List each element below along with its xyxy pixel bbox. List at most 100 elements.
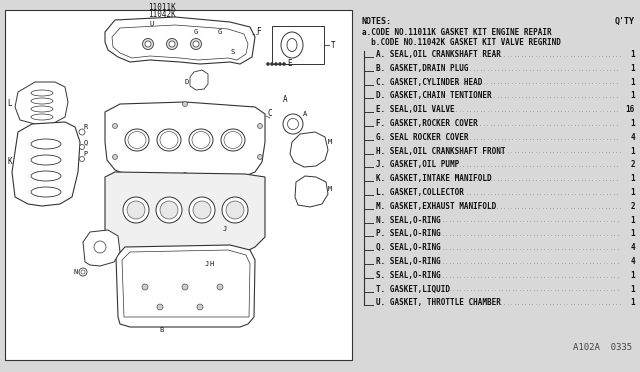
Text: E: E <box>288 60 292 68</box>
Ellipse shape <box>271 62 273 65</box>
Ellipse shape <box>145 41 151 47</box>
Ellipse shape <box>257 124 262 128</box>
Ellipse shape <box>192 131 210 148</box>
Text: F: F <box>256 28 260 36</box>
Text: A. SEAL,OIL CRANKSHAFT REAR: A. SEAL,OIL CRANKSHAFT REAR <box>376 50 501 59</box>
Text: U. GASKET, THROTTLE CHAMBER: U. GASKET, THROTTLE CHAMBER <box>376 298 501 307</box>
Text: 16: 16 <box>626 105 635 114</box>
Text: M: M <box>328 186 332 192</box>
Ellipse shape <box>157 129 181 151</box>
Text: 4: 4 <box>630 243 635 252</box>
Text: H: H <box>210 261 214 267</box>
Text: a.CODE NO.11011K GASKET KIT ENGINE REPAIR: a.CODE NO.11011K GASKET KIT ENGINE REPAI… <box>362 28 552 37</box>
Text: P. SEAL,O-RING: P. SEAL,O-RING <box>376 230 441 238</box>
Polygon shape <box>83 230 120 266</box>
Polygon shape <box>190 70 208 90</box>
Ellipse shape <box>257 154 262 160</box>
Polygon shape <box>112 25 248 60</box>
Ellipse shape <box>287 119 298 129</box>
Text: 1: 1 <box>630 174 635 183</box>
Text: R. SEAL,O-RING: R. SEAL,O-RING <box>376 257 441 266</box>
Text: 1: 1 <box>630 147 635 155</box>
Bar <box>5 10 352 360</box>
Text: G: G <box>194 29 198 35</box>
Text: H. SEAL,OIL CRANKSHAFT FRONT: H. SEAL,OIL CRANKSHAFT FRONT <box>376 147 506 155</box>
Ellipse shape <box>31 171 61 181</box>
Text: P: P <box>84 151 88 157</box>
Text: C: C <box>268 109 272 119</box>
Text: C. GASKET,CYLINDER HEAD: C. GASKET,CYLINDER HEAD <box>376 78 483 87</box>
Ellipse shape <box>79 157 84 161</box>
Ellipse shape <box>217 284 223 290</box>
Text: 1: 1 <box>630 188 635 197</box>
Ellipse shape <box>157 314 166 324</box>
Ellipse shape <box>197 304 203 310</box>
Text: A: A <box>283 96 287 105</box>
Text: J. GASKET,OIL PUMP: J. GASKET,OIL PUMP <box>376 160 460 169</box>
Text: A: A <box>303 111 307 117</box>
Ellipse shape <box>79 268 87 276</box>
Ellipse shape <box>156 197 182 223</box>
Polygon shape <box>290 132 328 167</box>
Ellipse shape <box>160 201 178 219</box>
Text: 4: 4 <box>630 257 635 266</box>
Text: 1: 1 <box>630 285 635 294</box>
Ellipse shape <box>191 245 209 263</box>
Ellipse shape <box>191 38 202 49</box>
Ellipse shape <box>169 41 175 47</box>
Ellipse shape <box>31 98 53 104</box>
Text: J: J <box>205 261 209 267</box>
Ellipse shape <box>31 106 53 112</box>
Ellipse shape <box>142 284 148 290</box>
Text: 4: 4 <box>630 133 635 142</box>
Ellipse shape <box>221 129 245 151</box>
Ellipse shape <box>31 90 53 96</box>
Text: 2: 2 <box>630 160 635 169</box>
Polygon shape <box>105 172 265 254</box>
Text: G: G <box>218 29 222 35</box>
Polygon shape <box>105 102 265 178</box>
Ellipse shape <box>113 124 118 128</box>
Ellipse shape <box>189 197 215 223</box>
Ellipse shape <box>31 139 61 149</box>
Ellipse shape <box>266 62 269 65</box>
Ellipse shape <box>123 197 149 223</box>
Text: R: R <box>84 124 88 130</box>
Ellipse shape <box>81 270 85 274</box>
Ellipse shape <box>31 187 61 197</box>
Ellipse shape <box>195 249 205 259</box>
Text: B. GASKET,DRAIN PLUG: B. GASKET,DRAIN PLUG <box>376 64 468 73</box>
Ellipse shape <box>283 114 303 134</box>
Text: 11042K: 11042K <box>148 10 176 19</box>
Ellipse shape <box>31 114 53 120</box>
Text: T: T <box>331 41 335 49</box>
Ellipse shape <box>226 201 244 219</box>
Text: 1: 1 <box>630 50 635 59</box>
Ellipse shape <box>160 131 178 148</box>
Ellipse shape <box>278 62 282 65</box>
Text: 2: 2 <box>630 202 635 211</box>
Ellipse shape <box>182 284 188 290</box>
Ellipse shape <box>157 304 163 310</box>
Text: 1: 1 <box>630 271 635 280</box>
Text: A102A  0335: A102A 0335 <box>573 343 632 352</box>
Ellipse shape <box>182 102 188 106</box>
Ellipse shape <box>281 32 303 58</box>
Polygon shape <box>122 250 250 317</box>
Text: T. GASKET,LIQUID: T. GASKET,LIQUID <box>376 285 450 294</box>
Ellipse shape <box>275 62 278 65</box>
Ellipse shape <box>224 131 242 148</box>
Text: 1: 1 <box>630 64 635 73</box>
Text: 1: 1 <box>630 298 635 307</box>
Text: L: L <box>8 99 12 109</box>
Text: N: N <box>74 269 78 275</box>
Text: Q: Q <box>84 139 88 145</box>
Ellipse shape <box>143 38 154 49</box>
Ellipse shape <box>193 41 199 47</box>
Text: S: S <box>231 49 235 55</box>
Ellipse shape <box>182 173 188 177</box>
Text: 1: 1 <box>630 216 635 225</box>
Polygon shape <box>105 17 255 64</box>
Polygon shape <box>15 82 68 124</box>
Text: E. SEAL,OIL VALVE: E. SEAL,OIL VALVE <box>376 105 454 114</box>
